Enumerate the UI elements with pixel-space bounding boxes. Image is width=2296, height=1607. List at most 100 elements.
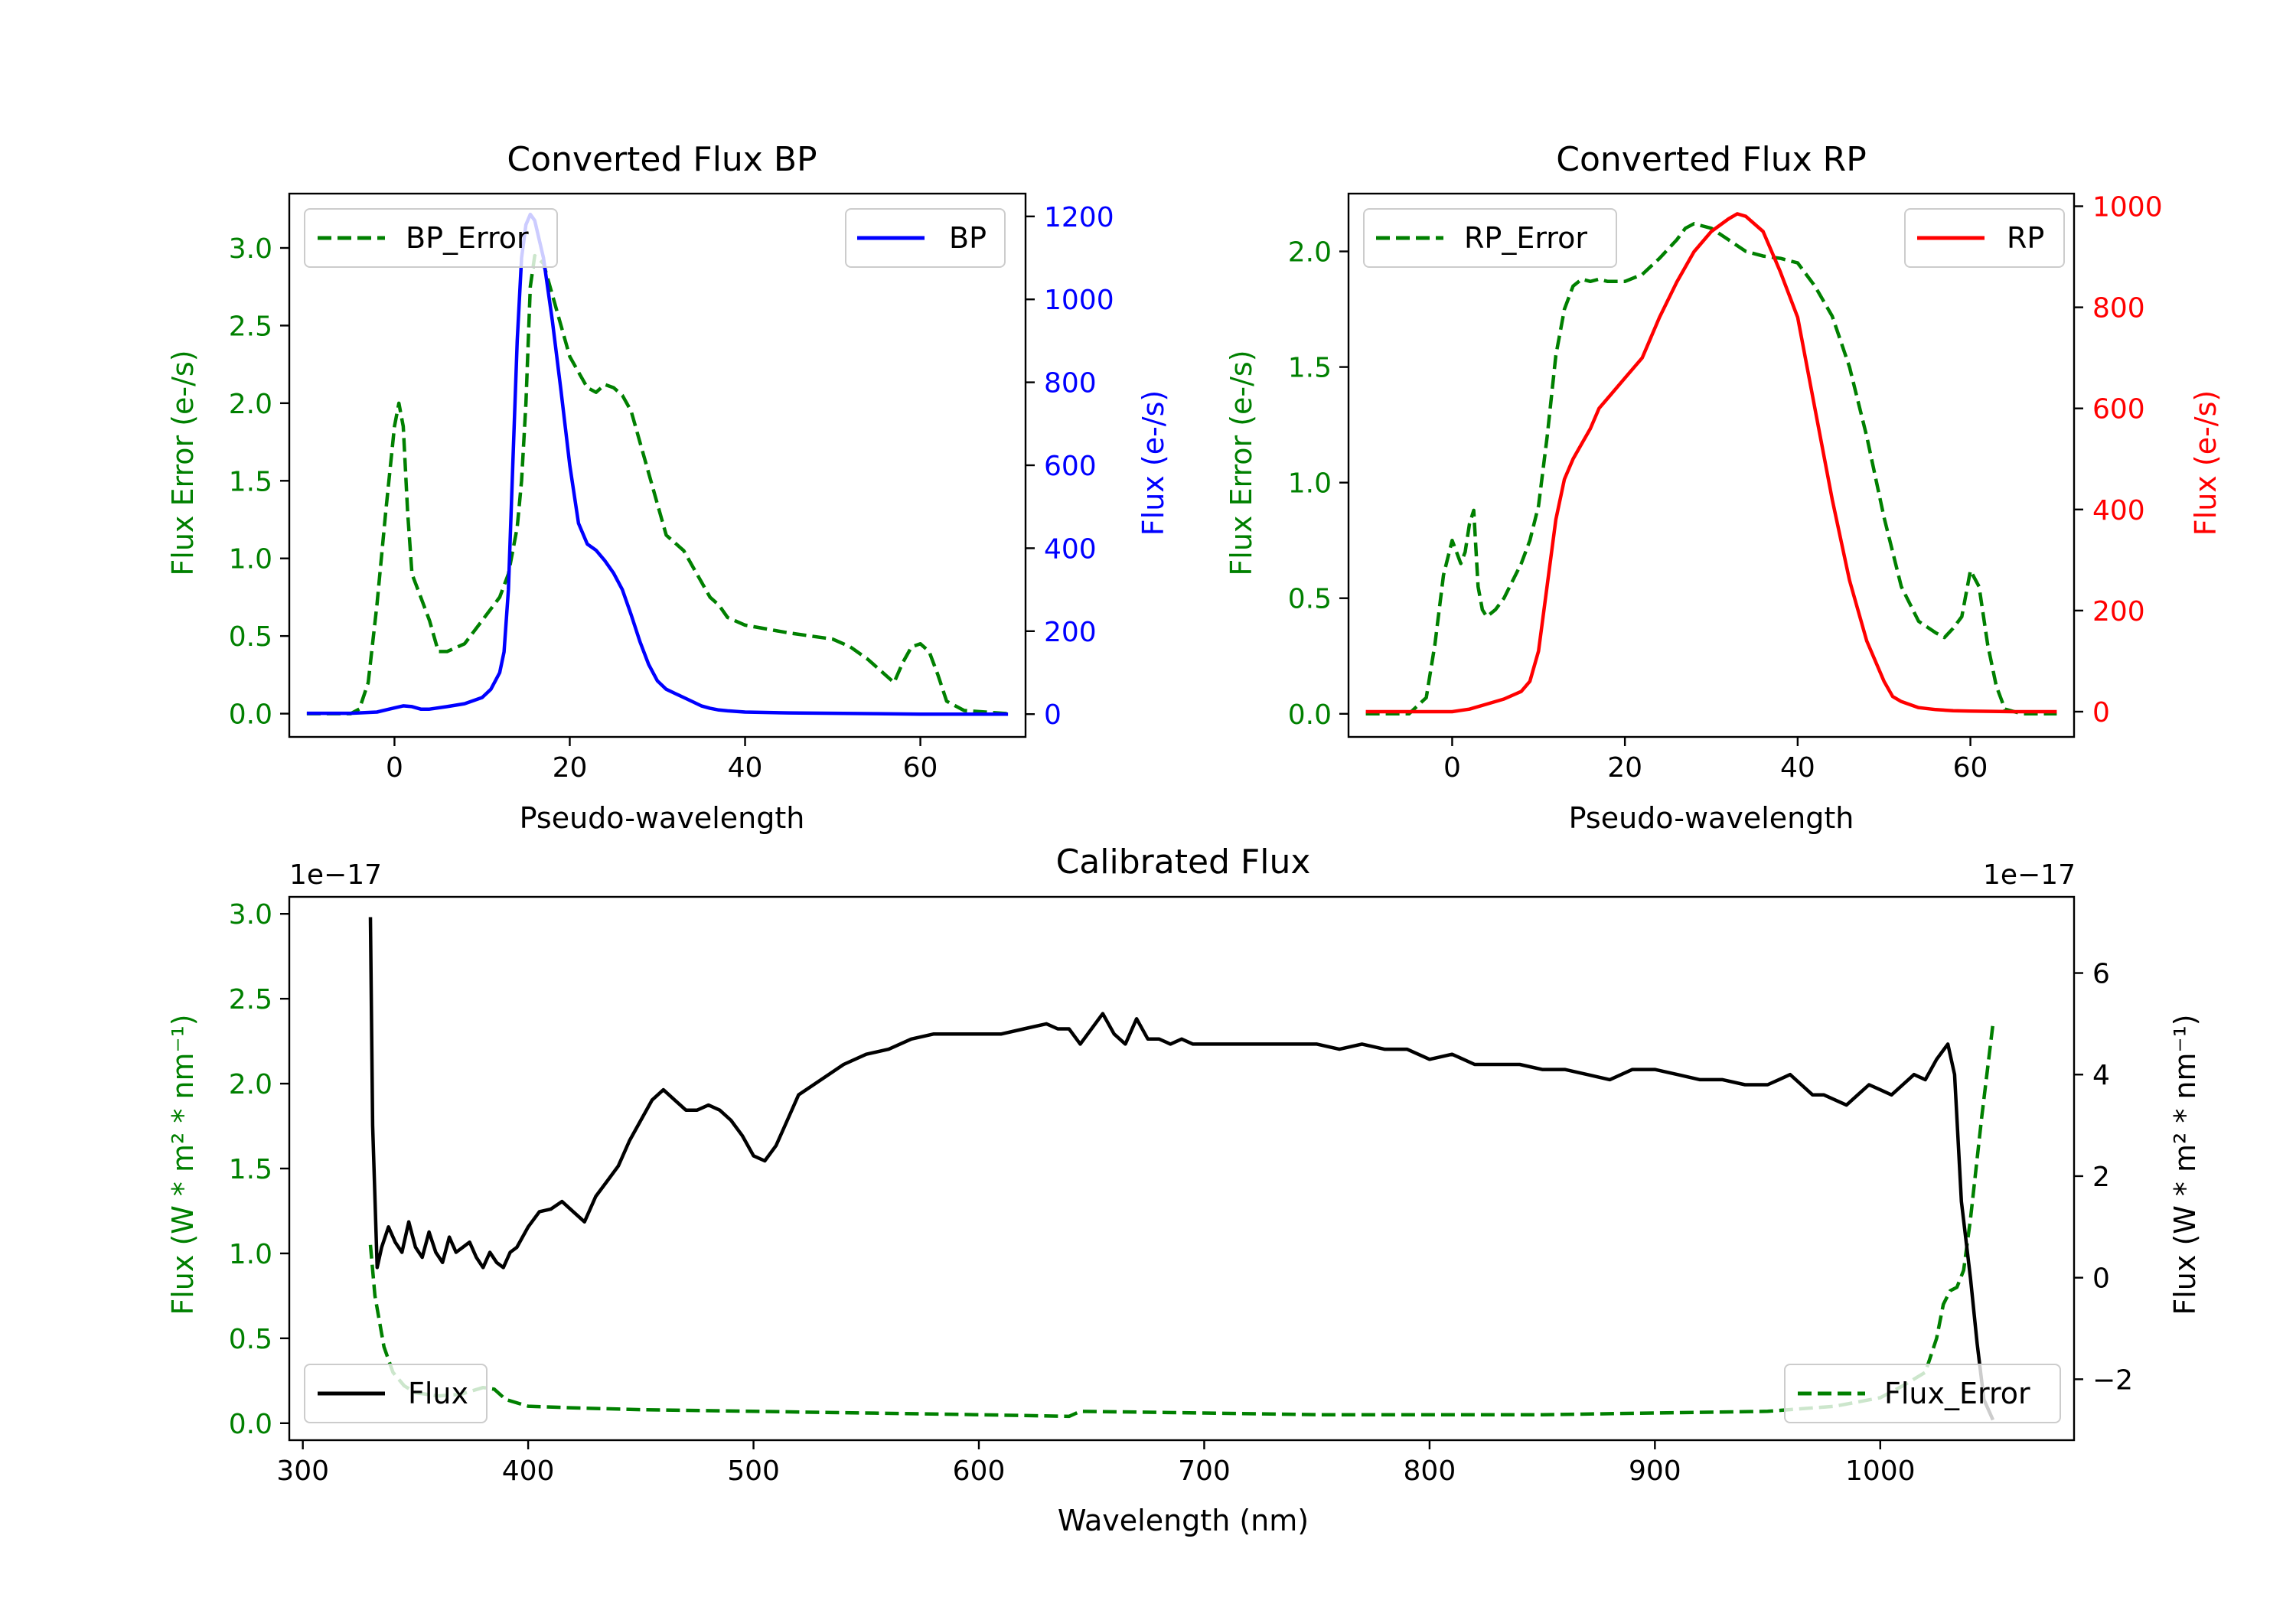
- cal-legend-error-box: [1784, 1364, 2061, 1423]
- cal-legend-flux-box: [304, 1364, 488, 1423]
- bp-legend-flux-box: [845, 208, 1006, 268]
- rp-ylabel-right: Flux (e-/s): [2189, 390, 2223, 536]
- cal-xticks: 300 400 500 600 700 800 900 1000: [276, 1440, 1916, 1487]
- bp-title: Converted Flux BP: [507, 140, 817, 179]
- rp-ytick-right-label-4: 800: [2092, 293, 2145, 324]
- panel-bp: Converted Flux BP Pseudo-wavelength Flux…: [166, 140, 1170, 835]
- cal-ytick-left-label-2: 1.0: [229, 1239, 272, 1270]
- bp-legend-error: BP_Error: [304, 208, 558, 268]
- cal-offset-right: 1e−17: [1983, 859, 2076, 891]
- rp-yticks-left: 0.0 0.5 1.0 1.5 2.0: [1288, 237, 1349, 731]
- bp-xtick-label-3: 60: [903, 752, 938, 784]
- rp-xtick-label-1: 20: [1607, 752, 1642, 784]
- cal-ytick-right-label-4: 6: [2092, 959, 2110, 990]
- bp-ytick-left-label-0: 0.0: [229, 699, 272, 731]
- bp-xticks: 0 20 40 60: [386, 737, 938, 784]
- cal-offset-left: 1e−17: [289, 859, 382, 891]
- cal-legend-error-label: Flux_Error: [1884, 1377, 2030, 1410]
- cal-ytick-left-label-0: 0.0: [229, 1409, 272, 1440]
- rp-ytick-left-label-1: 0.5: [1288, 584, 1332, 615]
- bp-legend-error-box: [304, 208, 558, 268]
- bp-ytick-left-label-3: 1.5: [229, 466, 272, 497]
- bp-ytick-left-label-6: 3.0: [229, 233, 272, 265]
- cal-ytick-left-label-4: 2.0: [229, 1069, 272, 1100]
- bp-ylabel-left: Flux Error (e-/s): [166, 350, 200, 575]
- bp-ytick-right-label-0: 0: [1044, 699, 1062, 731]
- rp-ytick-left-label-0: 0.0: [1288, 699, 1332, 731]
- cal-xtick-label-3: 600: [953, 1455, 1006, 1487]
- rp-ytick-right-label-1: 200: [2092, 596, 2145, 627]
- rp-yticks-right: 0 200 400 600 800 1000: [2074, 192, 2163, 729]
- rp-legend-flux-label: RP: [2007, 221, 2044, 255]
- cal-xtick-label-7: 1000: [1845, 1455, 1916, 1487]
- bp-ytick-right-label-3: 600: [1044, 451, 1097, 482]
- bp-ytick-right-label-4: 800: [1044, 368, 1097, 399]
- cal-ytick-right-label-0: −2: [2092, 1364, 2133, 1396]
- rp-ytick-left-label-3: 1.5: [1288, 353, 1332, 384]
- bp-yticks-right: 0 200 400 600 800 1000 1200: [1026, 202, 1114, 731]
- cal-ytick-right-label-1: 0: [2092, 1263, 2110, 1295]
- panel-calibrated: Calibrated Flux Wavelength (nm) Flux (W …: [166, 843, 2202, 1537]
- rp-legend-error-box: [1363, 208, 1617, 268]
- cal-ytick-right-label-2: 2: [2092, 1162, 2110, 1193]
- bp-legend-flux: BP: [845, 208, 1006, 268]
- rp-title: Converted Flux RP: [1556, 140, 1867, 179]
- cal-xtick-label-5: 800: [1404, 1455, 1456, 1487]
- cal-ytick-left-label-5: 2.5: [229, 984, 272, 1015]
- bp-legend-error-label: BP_Error: [406, 221, 529, 255]
- cal-ylabel-left: Flux (W * m² * nm⁻¹): [166, 1014, 200, 1315]
- cal-ylabel-right: Flux (W * m² * nm⁻¹): [2168, 1014, 2202, 1315]
- cal-ytick-left-label-3: 1.5: [229, 1154, 272, 1185]
- cal-legend-error: Flux_Error: [1784, 1364, 2061, 1423]
- rp-ytick-right-label-2: 400: [2092, 495, 2145, 526]
- bp-frame: [288, 192, 1027, 738]
- bp-ytick-right-label-5: 1000: [1044, 285, 1114, 316]
- bp-line: [306, 212, 1009, 716]
- cal-xtick-label-4: 700: [1178, 1455, 1231, 1487]
- rp-xticks: 0 20 40 60: [1443, 737, 1988, 784]
- bp-xtick-label-0: 0: [386, 752, 403, 784]
- bp-ytick-left-label-4: 2.0: [229, 389, 272, 420]
- panel-rp: Converted Flux RP Pseudo-wavelength Flux…: [1225, 140, 2223, 835]
- bp-xlabel: Pseudo-wavelength: [520, 801, 805, 835]
- bp-error-line: [306, 253, 1009, 715]
- bp-ytick-right-label-6: 1200: [1044, 202, 1114, 233]
- rp-xtick-label-3: 60: [1953, 752, 1988, 784]
- rp-line: [1365, 212, 2057, 714]
- cal-ytick-left-label-6: 3.0: [229, 899, 272, 931]
- rp-ytick-left-label-2: 1.0: [1288, 468, 1332, 500]
- bp-ytick-left-label-5: 2.5: [229, 311, 272, 342]
- cal-yticks-right: −2 0 2 4 6: [2074, 959, 2133, 1396]
- rp-ytick-left-label-4: 2.0: [1288, 237, 1332, 269]
- rp-legend-error-label: RP_Error: [1464, 221, 1587, 255]
- rp-ytick-right-label-0: 0: [2092, 697, 2110, 729]
- bp-legend-flux-label: BP: [949, 221, 987, 255]
- cal-xtick-label-1: 400: [502, 1455, 555, 1487]
- rp-ytick-right-label-5: 1000: [2092, 192, 2163, 223]
- bp-ytick-right-label-1: 200: [1044, 617, 1097, 648]
- cal-xlabel: Wavelength (nm): [1058, 1504, 1309, 1537]
- rp-legend-flux: RP: [1904, 208, 2065, 268]
- bp-ylabel-right: Flux (e-/s): [1137, 390, 1170, 536]
- cal-xtick-label-0: 300: [276, 1455, 329, 1487]
- bp-xtick-label-2: 40: [728, 752, 763, 784]
- cal-ytick-right-label-3: 4: [2092, 1060, 2110, 1091]
- bp-xtick-label-1: 20: [553, 752, 588, 784]
- cal-legend-flux-label: Flux: [408, 1377, 468, 1410]
- cal-xtick-label-2: 500: [727, 1455, 780, 1487]
- cal-flux-line: [368, 917, 1995, 1421]
- cal-title: Calibrated Flux: [1056, 843, 1311, 882]
- cal-xtick-label-6: 900: [1629, 1455, 1681, 1487]
- cal-legend-flux: Flux: [304, 1364, 488, 1423]
- rp-frame: [1347, 192, 2076, 738]
- rp-ylabel-left: Flux Error (e-/s): [1225, 350, 1258, 575]
- cal-ytick-left-label-1: 0.5: [229, 1324, 272, 1355]
- bp-ytick-left-label-1: 0.5: [229, 621, 272, 653]
- rp-ytick-right-label-3: 600: [2092, 394, 2145, 425]
- rp-xtick-label-0: 0: [1443, 752, 1461, 784]
- bp-yticks-left: 0.0 0.5 1.0 1.5 2.0 2.5 3.0: [229, 233, 289, 731]
- rp-xlabel: Pseudo-wavelength: [1569, 801, 1854, 835]
- cal-yticks-left: 0.0 0.5 1.0 1.5 2.0 2.5 3.0: [229, 899, 289, 1440]
- rp-xtick-label-2: 40: [1780, 752, 1815, 784]
